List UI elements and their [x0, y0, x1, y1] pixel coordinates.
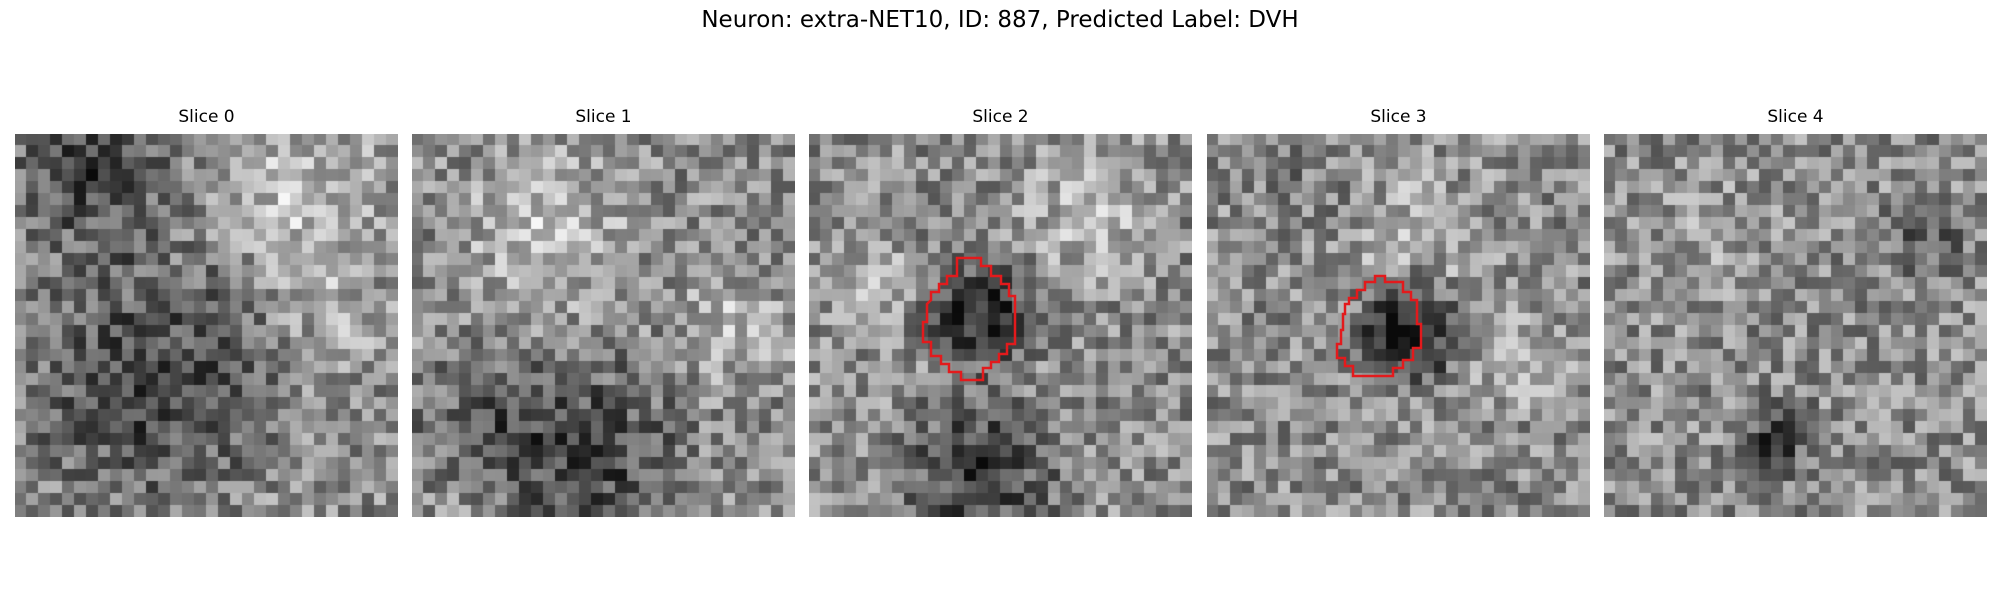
slice-title-0: Slice 0: [178, 107, 235, 127]
slice-image-1: [412, 134, 795, 517]
slice-image-4: [1604, 134, 1987, 517]
slice-panel-2: Slice 2: [809, 107, 1192, 517]
slice-panel-0: Slice 0: [15, 107, 398, 517]
slice-title-2: Slice 2: [972, 107, 1029, 127]
slice-title-1: Slice 1: [575, 107, 632, 127]
slice-title-3: Slice 3: [1370, 107, 1427, 127]
slice-panel-1: Slice 1: [412, 107, 795, 517]
slice-title-4: Slice 4: [1767, 107, 1824, 127]
slice-image-3: [1207, 134, 1590, 517]
figure-title: Neuron: extra-NET10, ID: 887, Predicted …: [701, 7, 1299, 33]
slice-image-2: [809, 134, 1192, 517]
slice-image-0: [15, 134, 398, 517]
slice-panel-3: Slice 3: [1207, 107, 1590, 517]
slice-panel-4: Slice 4: [1604, 107, 1987, 517]
